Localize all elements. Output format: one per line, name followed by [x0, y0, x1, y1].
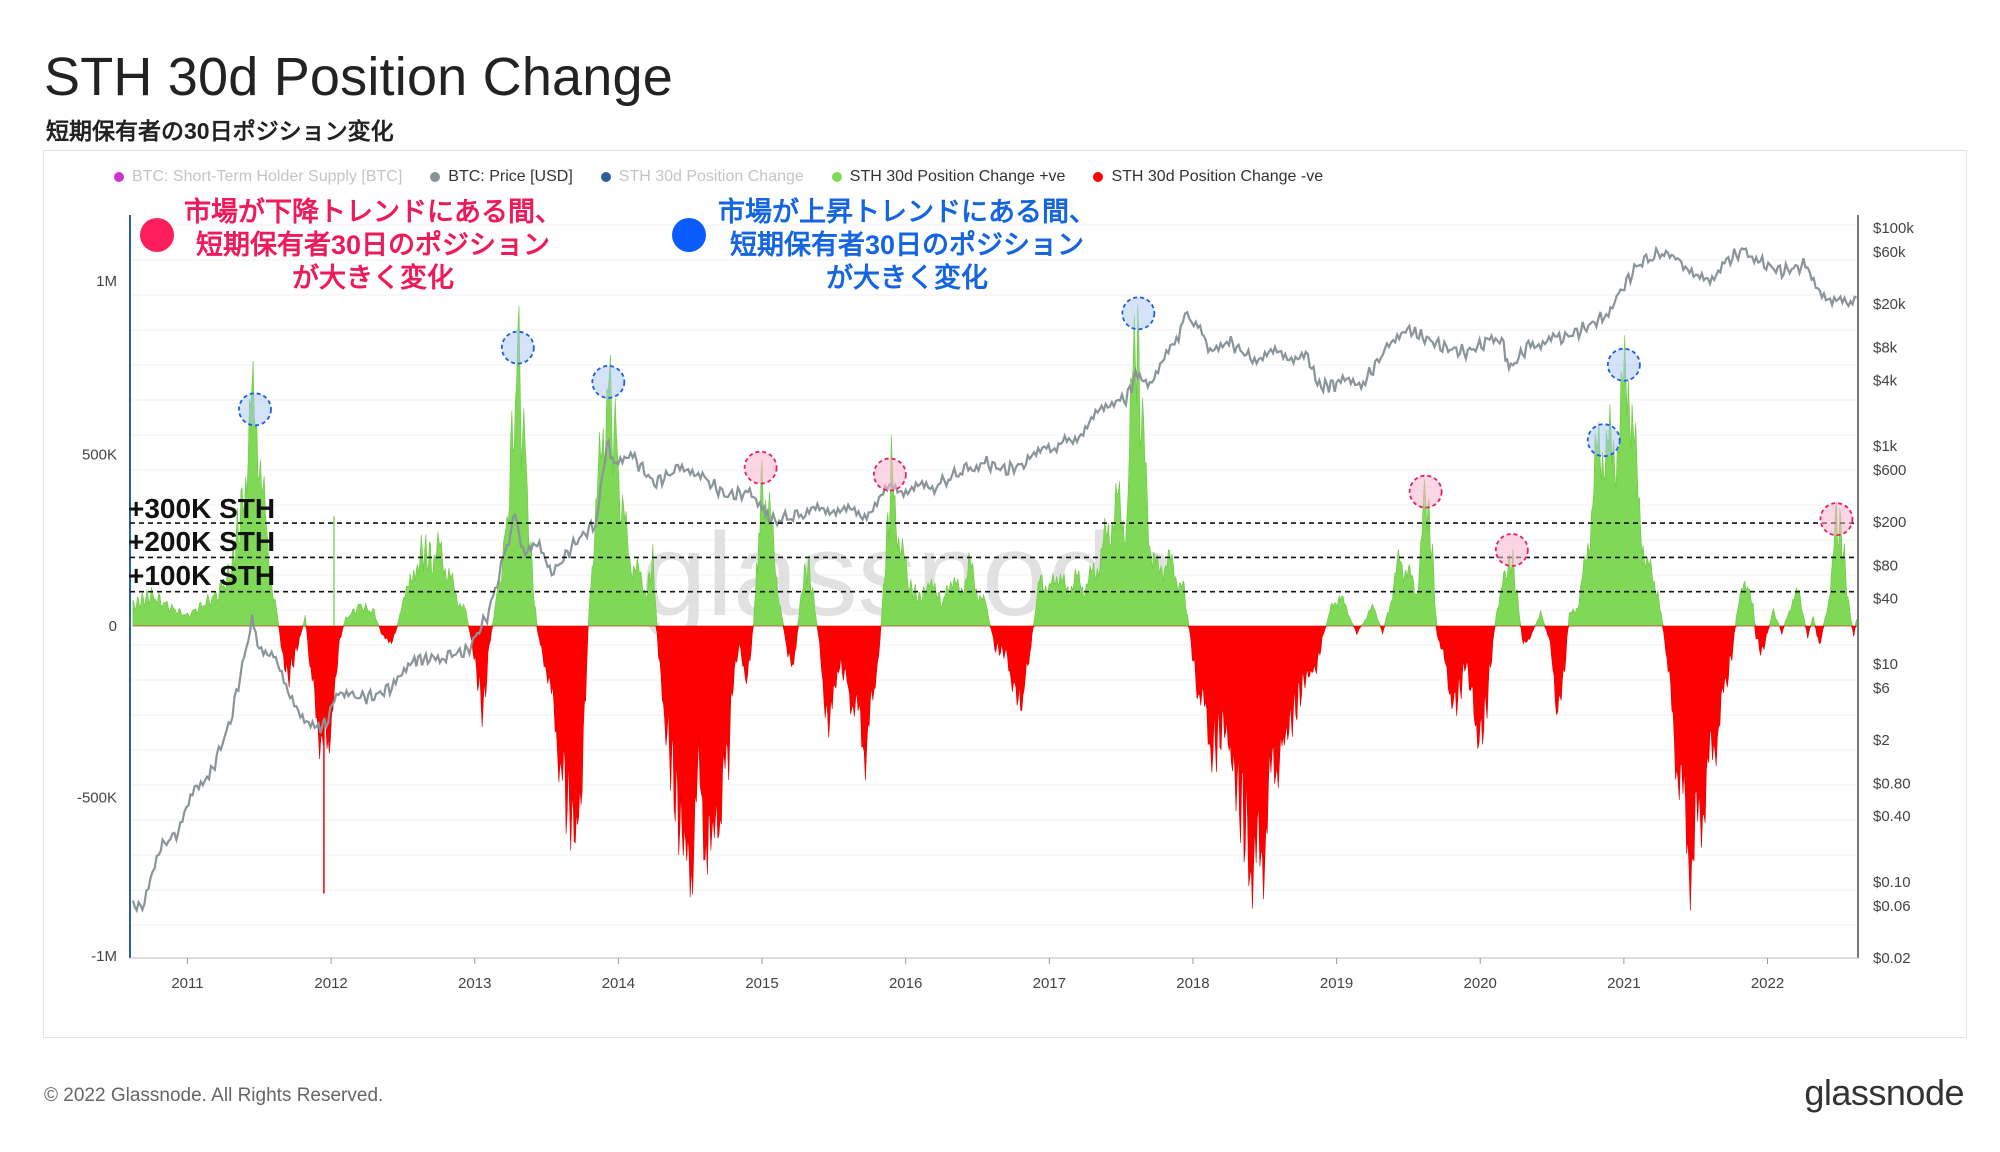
- legend-item-negative[interactable]: STH 30d Position Change -ve: [1093, 166, 1323, 188]
- uptrend-highlight-marker: [238, 392, 272, 427]
- right-axis-tick-label: $10: [1873, 656, 1898, 673]
- uptrend-highlight-marker: [1586, 423, 1621, 458]
- x-axis-tick-label: 2021: [1607, 975, 1640, 992]
- legend-label: STH 30d Position Change: [618, 168, 804, 185]
- downtrend-highlight-marker: [1819, 502, 1854, 536]
- legend-dot-icon: [831, 172, 842, 182]
- downtrend-annotation: 市場が下降トレンドにある間、 短期保有者30日のポジション が大きく変化: [178, 196, 568, 295]
- x-axis-tick-label: 2015: [745, 975, 778, 992]
- right-axis-tick-label: $40: [1873, 590, 1898, 607]
- downtrend-annotation-line2: 短期保有者30日のポジション: [195, 230, 551, 260]
- left-axis-tick-label: -500K: [77, 790, 117, 807]
- right-axis-tick-label: $0.40: [1873, 808, 1911, 825]
- legend-item-sth-supply[interactable]: BTC: Short-Term Holder Supply [BTC]: [114, 166, 402, 188]
- downtrend-annotation-line1: 市場が下降トレンドにある間、: [184, 197, 562, 227]
- right-axis-tick-label: $6: [1873, 680, 1890, 697]
- x-axis-tick-label: 2014: [602, 975, 635, 992]
- legend-item-positive[interactable]: STH 30d Position Change +ve: [831, 166, 1066, 188]
- downtrend-highlight-marker: [1408, 474, 1443, 509]
- right-axis-tick-label: $0.06: [1873, 898, 1911, 915]
- right-axis-tick-label: $20k: [1873, 296, 1906, 313]
- legend-dot-icon: [600, 172, 611, 182]
- legend-label: STH 30d Position Change -ve: [1111, 168, 1324, 185]
- page-title: STH 30d Position Change: [44, 47, 673, 107]
- legend-label: STH 30d Position Change +ve: [849, 168, 1066, 185]
- negative-area-series: [132, 625, 1858, 911]
- btc-price-line: [131, 245, 1858, 914]
- threshold-label-200k: +200K STH: [128, 526, 276, 557]
- brand-logo[interactable]: glassnode: [1804, 1072, 1964, 1113]
- uptrend-highlight-marker: [591, 364, 626, 399]
- right-axis-tick-label: $0.02: [1873, 950, 1911, 967]
- downtrend-highlight-marker: [1494, 533, 1529, 567]
- uptrend-highlight-marker: [1606, 347, 1641, 382]
- right-axis-tick-label: $60k: [1873, 244, 1906, 261]
- legend-label: BTC: Price [USD]: [448, 168, 573, 185]
- left-axis-tick-label: 1M: [96, 273, 117, 290]
- threshold-label-100k: +100K STH: [128, 560, 276, 591]
- downtrend-highlight-marker: [743, 450, 778, 485]
- threshold-label-300k: +300K STH: [128, 493, 276, 524]
- x-axis-tick-label: 2018: [1176, 975, 1209, 992]
- x-axis-tick-label: 2017: [1033, 975, 1066, 992]
- x-axis-tick-label: 2013: [458, 975, 491, 992]
- right-axis-tick-label: $600: [1873, 462, 1906, 479]
- x-axis-tick-label: 2019: [1320, 975, 1353, 992]
- x-axis-tick-label: 2016: [889, 975, 922, 992]
- x-axis-tick-label: 2012: [314, 975, 347, 992]
- left-axis-tick-label: 500K: [82, 447, 117, 464]
- left-axis-tick-label: 0: [109, 618, 117, 635]
- right-axis-tick-label: $0.10: [1873, 874, 1911, 891]
- legend-item-position-change[interactable]: STH 30d Position Change: [600, 166, 804, 188]
- legend-dot-icon: [1093, 172, 1104, 182]
- legend: BTC: Short-Term Holder Supply [BTC] BTC:…: [114, 166, 1351, 188]
- left-axis-tick-label: -1M: [91, 948, 117, 965]
- legend-item-btc-price[interactable]: BTC: Price [USD]: [430, 166, 573, 188]
- copyright-footer: © 2022 Glassnode. All Rights Reserved.: [44, 1085, 384, 1106]
- right-axis-tick-label: $1k: [1873, 438, 1898, 455]
- x-axis-tick-label: 2022: [1751, 975, 1784, 992]
- uptrend-annotation-line1: 市場が上昇トレンドにある間、: [718, 197, 1096, 227]
- downtrend-marker-icon: [140, 218, 174, 252]
- uptrend-highlight-marker: [500, 330, 535, 365]
- right-axis-tick-label: $4k: [1873, 372, 1898, 389]
- right-axis-tick-label: $100k: [1873, 220, 1914, 237]
- page-subtitle: 短期保有者の30日ポジション変化: [46, 118, 394, 144]
- x-axis-tick-label: 2011: [171, 975, 203, 992]
- downtrend-highlight-marker: [872, 457, 907, 492]
- right-axis-tick-label: $0.80: [1873, 775, 1911, 792]
- right-axis-tick-label: $2: [1873, 732, 1890, 749]
- downtrend-annotation-line3: が大きく変化: [292, 263, 454, 293]
- right-axis-tick-label: $200: [1873, 514, 1906, 531]
- right-axis-tick-label: $80: [1873, 557, 1898, 574]
- x-axis-tick-label: 2020: [1464, 975, 1497, 992]
- uptrend-annotation: 市場が上昇トレンドにある間、 短期保有者30日のポジション が大きく変化: [712, 196, 1102, 295]
- uptrend-marker-icon: [672, 218, 706, 252]
- legend-label: BTC: Short-Term Holder Supply [BTC]: [132, 168, 403, 185]
- legend-dot-icon: [114, 172, 124, 182]
- uptrend-annotation-line2: 短期保有者30日のポジション: [729, 230, 1085, 260]
- legend-dot-icon: [430, 172, 441, 182]
- uptrend-annotation-line3: が大きく変化: [826, 263, 988, 293]
- uptrend-highlight-marker: [1121, 296, 1156, 331]
- right-axis-tick-label: $8k: [1873, 340, 1898, 357]
